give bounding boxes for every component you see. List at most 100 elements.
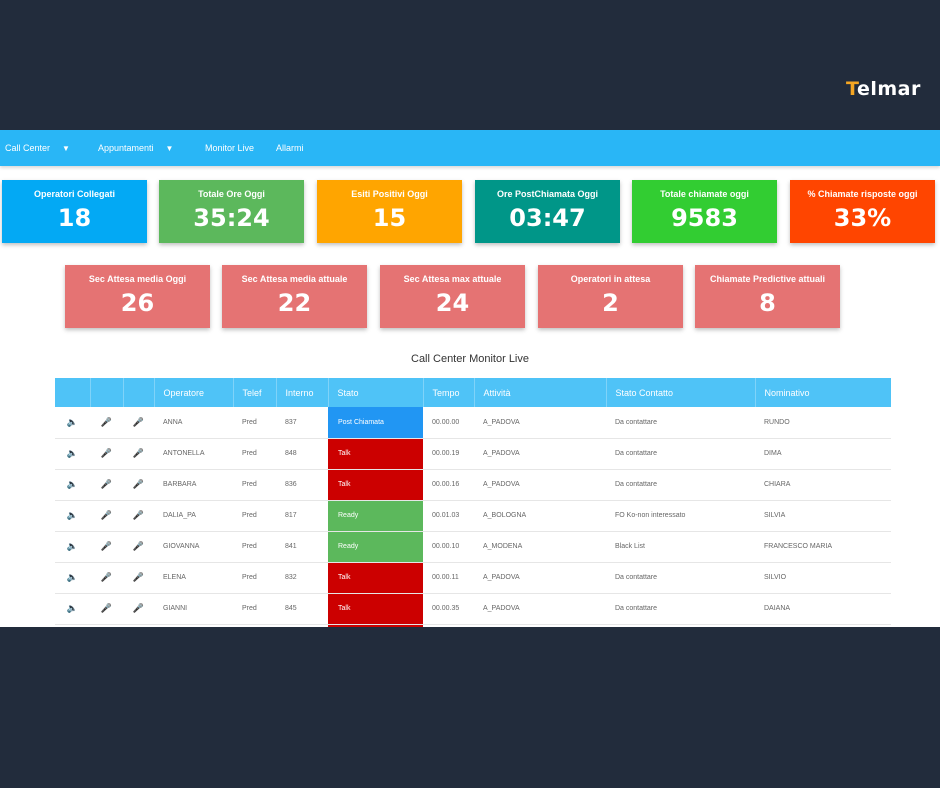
- speaker-icon[interactable]: 🔈: [66, 572, 79, 582]
- cell-stato-contatto: Da contattare: [615, 605, 658, 612]
- table-header-row: Operatore Telef Interno Stato Tempo Atti…: [55, 378, 891, 407]
- col-header-telef[interactable]: Telef: [233, 378, 277, 407]
- table-row: [55, 624, 891, 627]
- table-row: 🔈 🎤 🎤 GIANNI Pred 845 Talk 00.00.35 A_PA…: [55, 593, 891, 624]
- microphone-icon[interactable]: 🎤: [100, 603, 113, 613]
- kpi-sec-attesa-max-attuale: Sec Attesa max attuale 24: [380, 265, 525, 328]
- cell-operatore: GIANNI: [163, 605, 188, 612]
- monitor-title: Call Center Monitor Live: [411, 353, 529, 365]
- cell-tempo: 00.01.03: [432, 512, 460, 519]
- kpi-totale-ore-oggi: Totale Ore Oggi 35:24: [159, 180, 304, 243]
- microphone-icon[interactable]: 🎤: [132, 510, 145, 520]
- kpi-value: 22: [277, 289, 312, 317]
- speaker-icon[interactable]: 🔈: [66, 479, 79, 489]
- cell-stato: Talk: [328, 593, 423, 624]
- cell-stato-contatto: [606, 624, 755, 627]
- nav-allarmi[interactable]: Allarmi: [276, 130, 304, 166]
- cell-operatore: [154, 624, 233, 627]
- microphone-icon[interactable]: 🎤: [100, 541, 113, 551]
- table-row: 🔈 🎤 🎤 ELENA Pred 832 Talk 00.00.11 A_PAD…: [55, 562, 891, 593]
- cell-attivita: A_PADOVA: [483, 605, 520, 612]
- kpi-label: Totale Ore Oggi: [198, 189, 265, 199]
- col-header-barge: [123, 378, 155, 407]
- kpi-esiti-positivi-oggi: Esiti Positivi Oggi 15: [317, 180, 462, 243]
- microphone-icon[interactable]: 🎤: [132, 448, 145, 458]
- table-row: 🔈 🎤 🎤 DALIA_PA Pred 817 Ready 00.01.03 A…: [55, 500, 891, 531]
- cell-tempo: 00.00.19: [432, 450, 460, 457]
- microphone-icon[interactable]: 🎤: [132, 479, 145, 489]
- cell-nominativo: CHIARA: [764, 481, 791, 488]
- nav-monitor-live[interactable]: Monitor Live: [205, 130, 254, 166]
- col-header-stato-contatto[interactable]: Stato Contatto: [606, 378, 756, 407]
- nav-appuntamenti[interactable]: Appuntamenti ▼: [98, 130, 173, 166]
- col-header-interno[interactable]: Interno: [276, 378, 329, 407]
- kpi-label: Sec Attesa media attuale: [241, 274, 348, 284]
- cell-attivita: A_PADOVA: [483, 450, 520, 457]
- kpi-label: Sec Attesa media Oggi: [88, 274, 187, 284]
- kpi-value: 26: [120, 289, 155, 317]
- cell-interno: 832: [285, 574, 297, 581]
- kpi-value: 8: [759, 289, 776, 317]
- col-header-tempo[interactable]: Tempo: [423, 378, 475, 407]
- telmar-logo: Telmar: [846, 78, 921, 100]
- cell-attivita: A_PADOVA: [483, 481, 520, 488]
- col-header-attivita[interactable]: Attività: [474, 378, 607, 407]
- cell-operatore: ANTONELLA: [163, 450, 205, 457]
- top-navbar: Call Center ▼ Appuntamenti ▼ Monitor Live …: [0, 130, 940, 166]
- kpi-value: 18: [57, 204, 92, 232]
- caret-down-icon: ▼: [165, 143, 174, 153]
- kpi-chiamate-predictive-attuali: Chiamate Predictive attuali 8: [695, 265, 840, 328]
- cell-tempo: 00.00.00: [432, 418, 460, 426]
- kpi-ore-postchiamata-oggi: Ore PostChiamata Oggi 03:47: [475, 180, 620, 243]
- cell-nominativo: DIMA: [764, 450, 782, 457]
- cell-interno: 837: [285, 418, 297, 426]
- microphone-icon[interactable]: 🎤: [132, 603, 145, 613]
- cell-attivita: A_BOLOGNA: [483, 512, 527, 519]
- caret-down-icon: ▼: [62, 143, 70, 153]
- dashboard-screen: Call Center ▼ Appuntamenti ▼ Monitor Live …: [0, 130, 940, 627]
- cell-stato: Talk: [328, 562, 423, 593]
- nav-call-center[interactable]: Call Center ▼: [5, 130, 70, 166]
- table-row: 🔈 🎤 🎤 GIOVANNA Pred 841 Ready 00.00.10 A…: [55, 531, 891, 562]
- microphone-icon[interactable]: 🎤: [100, 416, 113, 427]
- speaker-icon[interactable]: 🔈: [66, 541, 79, 551]
- col-header-operatore[interactable]: Operatore: [154, 378, 234, 407]
- cell-telef: Pred: [242, 543, 257, 550]
- kpi-operatori-collegati: Operatori Collegati 18: [2, 180, 147, 243]
- speaker-icon[interactable]: 🔈: [66, 416, 79, 427]
- microphone-icon[interactable]: 🎤: [100, 572, 113, 582]
- col-header-nominativo[interactable]: Nominativo: [764, 387, 810, 398]
- kpi-value: 9583: [671, 204, 738, 232]
- cell-tempo: 00.00.10: [432, 543, 460, 550]
- kpi-label: Sec Attesa max attuale: [403, 274, 502, 284]
- microphone-icon[interactable]: 🎤: [100, 479, 113, 489]
- kpi-label: % Chiamate risposte oggi: [807, 189, 918, 199]
- microphone-icon[interactable]: 🎤: [132, 572, 145, 582]
- table-row: 🔈 🎤 🎤 BARBARA Pred 836 Talk 00.00.16 A_P…: [55, 469, 891, 500]
- logo-text: elmar: [856, 78, 921, 100]
- cell-attivita: A_MODENA: [483, 543, 523, 550]
- cell-telef: Pred: [242, 512, 257, 519]
- microphone-icon[interactable]: 🎤: [100, 510, 113, 520]
- cell-telef: Pred: [242, 574, 257, 581]
- cell-nominativo: DAIANA: [764, 605, 791, 612]
- microphone-icon[interactable]: 🎤: [100, 448, 113, 458]
- cell-interno: 836: [285, 481, 297, 488]
- cell-telef: [233, 624, 276, 627]
- cell-stato: Ready: [328, 500, 423, 531]
- kpi-label: Ore PostChiamata Oggi: [496, 189, 599, 199]
- cell-operatore: GIOVANNA: [163, 543, 200, 550]
- cell-stato: Talk: [328, 438, 423, 469]
- microphone-icon[interactable]: 🎤: [132, 416, 145, 427]
- speaker-icon[interactable]: 🔈: [66, 603, 79, 613]
- kpi-value: 24: [435, 289, 470, 317]
- nav-allarmi-label: Allarmi: [276, 143, 304, 153]
- cell-attivita: [474, 624, 606, 627]
- speaker-icon[interactable]: 🔈: [66, 510, 79, 520]
- microphone-icon[interactable]: 🎤: [132, 541, 145, 551]
- monitor-table: Operatore Telef Interno Stato Tempo Atti…: [55, 378, 891, 627]
- speaker-icon[interactable]: 🔈: [66, 448, 79, 458]
- col-header-stato[interactable]: Stato: [328, 378, 424, 407]
- col-header-listen: [55, 378, 91, 407]
- cell-tempo: [423, 624, 474, 627]
